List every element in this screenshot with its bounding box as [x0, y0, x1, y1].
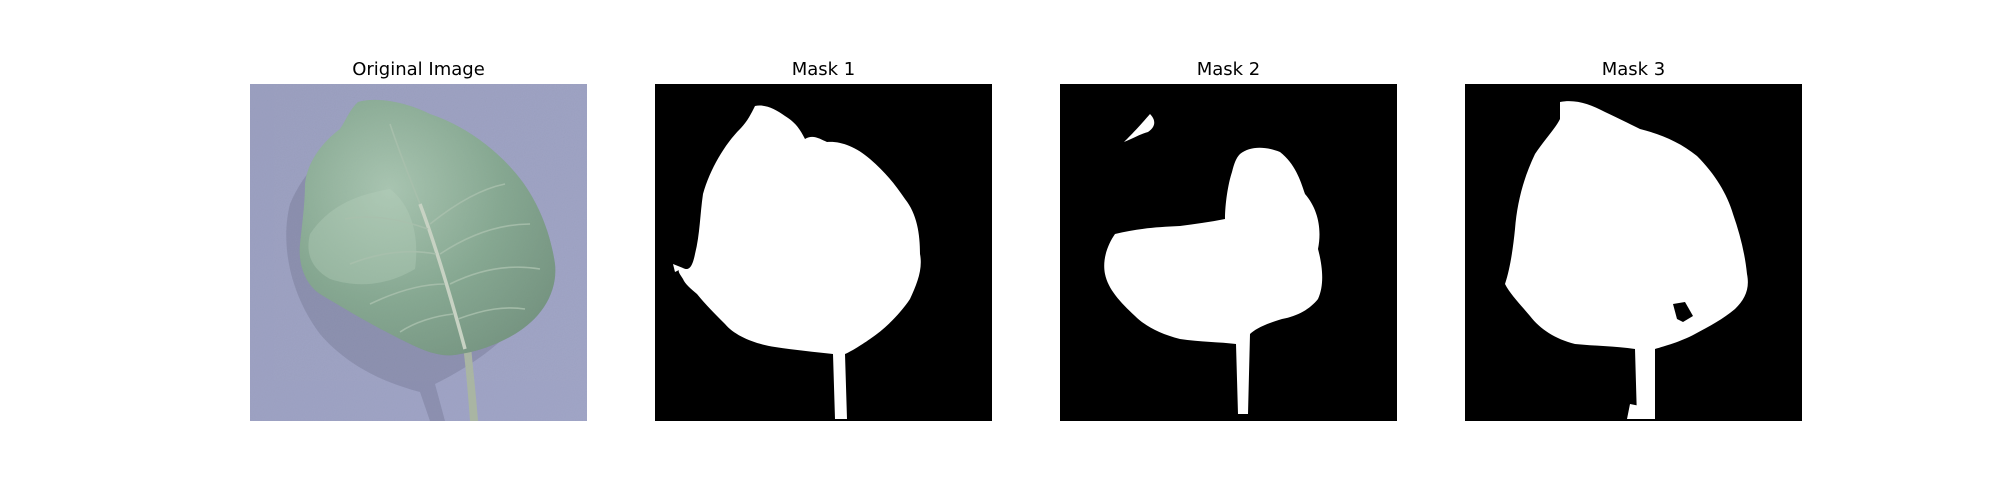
mask-3 [1465, 84, 1802, 421]
mask-2-region [1104, 147, 1323, 414]
mask-2 [1060, 84, 1397, 421]
mask-3-region [1505, 101, 1748, 420]
leaf-veins [344, 123, 541, 333]
leaf-highlight [308, 189, 417, 285]
mask-3-image [1465, 84, 1802, 421]
title-mask-1: Mask 1 [791, 59, 856, 80]
mask-1-region [678, 105, 921, 419]
mask-2-noise-blob [1124, 114, 1155, 142]
mask-2-image [1060, 84, 1397, 421]
mask-1-image [655, 84, 992, 421]
title-mask-3: Mask 3 [1601, 59, 1666, 80]
mask-3-hole [1673, 302, 1693, 322]
leaf-midrib [418, 203, 467, 350]
leaf-photo [250, 84, 587, 421]
title-original-image: Original Image [352, 59, 485, 80]
mask-1 [655, 84, 992, 421]
title-mask-2: Mask 2 [1196, 59, 1261, 80]
original-image [250, 84, 587, 421]
leaf-stem [463, 346, 478, 421]
